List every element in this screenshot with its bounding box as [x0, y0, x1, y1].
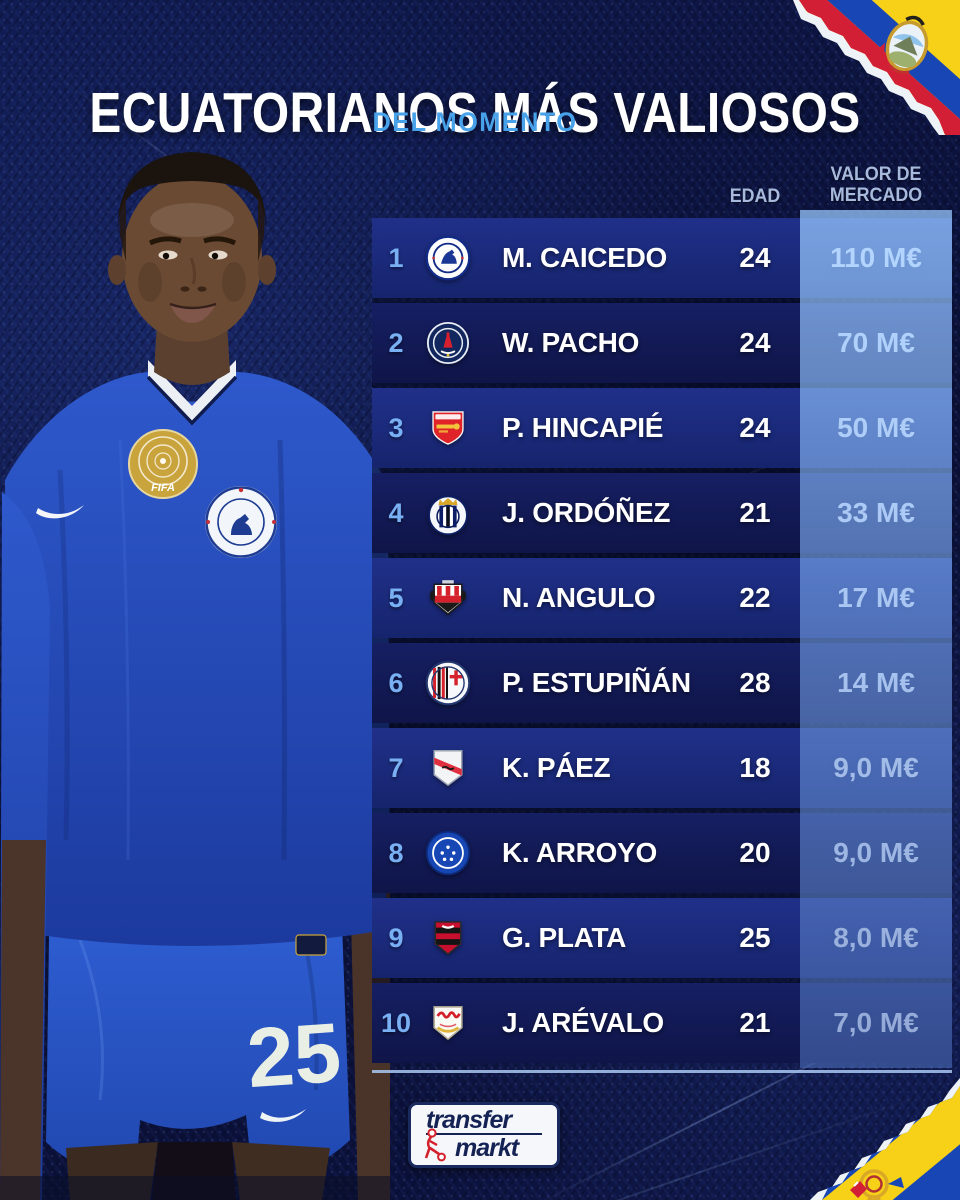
logo-text-markt: markt — [455, 1134, 519, 1162]
column-header-market-value: VALOR DE MERCADO — [829, 164, 923, 206]
column-header-age: EDAD — [729, 186, 781, 207]
chelsea-badge-icon — [420, 235, 476, 281]
market-value: 9,0 M€ — [833, 837, 919, 868]
player-age: 28 — [739, 667, 771, 698]
market-value: 14 M€ — [837, 667, 915, 698]
player-name: K. ARROYO — [502, 837, 657, 868]
rank: 3 — [388, 412, 404, 443]
jersey-number: 25 — [244, 1005, 344, 1105]
player-age: 24 — [739, 327, 771, 358]
flamengo-badge-icon — [420, 915, 476, 961]
market-value: 8,0 M€ — [833, 922, 919, 953]
player-name: K. PÁEZ — [502, 752, 611, 783]
player-age: 24 — [739, 242, 771, 273]
table-row: 5 N. ANGULO 22 17 M€ — [372, 558, 952, 638]
fifa-badge-text: FIFA — [151, 482, 175, 494]
player-age: 21 — [739, 497, 771, 528]
ecuador-flag-torn-bottom-icon — [810, 1078, 960, 1200]
table-row: 2 W. PACHO 24 70 M€ — [372, 303, 952, 383]
rank: 2 — [388, 327, 404, 358]
player-age: 22 — [739, 582, 771, 613]
player-age: 25 — [739, 922, 771, 953]
rank: 8 — [388, 837, 404, 868]
player-name: W. PACHO — [502, 327, 640, 358]
player-age: 18 — [739, 752, 771, 783]
club-brugge-badge-icon — [420, 490, 476, 536]
player-name: J. ARÉVALO — [502, 1007, 664, 1038]
cruzeiro-badge-icon — [420, 830, 476, 876]
stuttgart-badge-icon — [420, 1000, 476, 1046]
table-row: 3 P. HINCAPIÉ 24 50 M€ — [372, 388, 952, 468]
ranking-table: EDAD VALOR DE MERCADO 1 M. CAICEDO 24 11… — [372, 164, 952, 1073]
market-value: 9,0 M€ — [833, 752, 919, 783]
fifa-world-champions-badge-icon: FIFA — [128, 429, 198, 499]
market-value: 110 M€ — [830, 242, 922, 273]
player-name: G. PLATA — [502, 922, 627, 953]
page-subtitle: DEL MOMENTO — [372, 107, 578, 137]
logo-player-figure-icon — [424, 1128, 446, 1162]
table-row: 9 G. PLATA 25 8,0 M€ — [372, 898, 952, 978]
table-row: 6 P. ESTUPIÑÁN 28 14 M€ — [372, 643, 952, 723]
player-name: P. HINCAPIÉ — [502, 412, 664, 443]
table-row: 7 K. PÁEZ 18 9,0 M€ — [372, 728, 952, 808]
market-value: 7,0 M€ — [833, 1007, 919, 1038]
player-name: J. ORDÓÑEZ — [502, 497, 671, 528]
rank: 4 — [388, 497, 404, 528]
player-age: 24 — [739, 412, 771, 443]
player-name: N. ANGULO — [502, 582, 656, 613]
rank: 6 — [388, 667, 404, 698]
market-value: 17 M€ — [837, 582, 915, 613]
league-patch-icon — [295, 934, 327, 956]
river-plate-badge-icon — [420, 745, 476, 791]
market-value: 70 M€ — [837, 327, 915, 358]
rank: 7 — [388, 752, 404, 783]
sunderland-badge-icon — [420, 575, 476, 621]
player-name: P. ESTUPIÑÁN — [502, 667, 691, 698]
player-age: 21 — [739, 1007, 771, 1038]
table-rows: 1 M. CAICEDO 24 110 M€ 2 W. PACHO 24 70 … — [372, 218, 952, 1063]
player-age: 20 — [739, 837, 771, 868]
transfermarkt-logo: transfer markt — [408, 1102, 560, 1168]
table-row: 10 J. ARÉVALO 21 7,0 M€ — [372, 983, 952, 1063]
arsenal-badge-icon — [420, 405, 476, 451]
page-title: ECUATORIANOS MÁS VALIOSOS — [89, 81, 861, 146]
rank: 1 — [388, 242, 404, 273]
market-value: 33 M€ — [837, 497, 915, 528]
table-row: 1 M. CAICEDO 24 110 M€ — [372, 218, 952, 298]
rank: 5 — [388, 582, 404, 613]
table-row: 8 K. ARROYO 20 9,0 M€ — [372, 813, 952, 893]
chelsea-crest-icon — [205, 486, 277, 558]
rank: 10 — [380, 1007, 412, 1038]
rank: 9 — [388, 922, 404, 953]
table-row: 4 J. ORDÓÑEZ 21 33 M€ — [372, 473, 952, 553]
ac-milan-badge-icon — [420, 660, 476, 706]
market-value: 50 M€ — [837, 412, 915, 443]
player-head — [108, 152, 276, 342]
psg-badge-icon — [420, 320, 476, 366]
ecuador-flag-torn-top-icon — [793, 0, 960, 135]
player-photo-moises-caicedo: FIFA 25 — [0, 152, 390, 1200]
player-name: M. CAICEDO — [502, 242, 668, 273]
